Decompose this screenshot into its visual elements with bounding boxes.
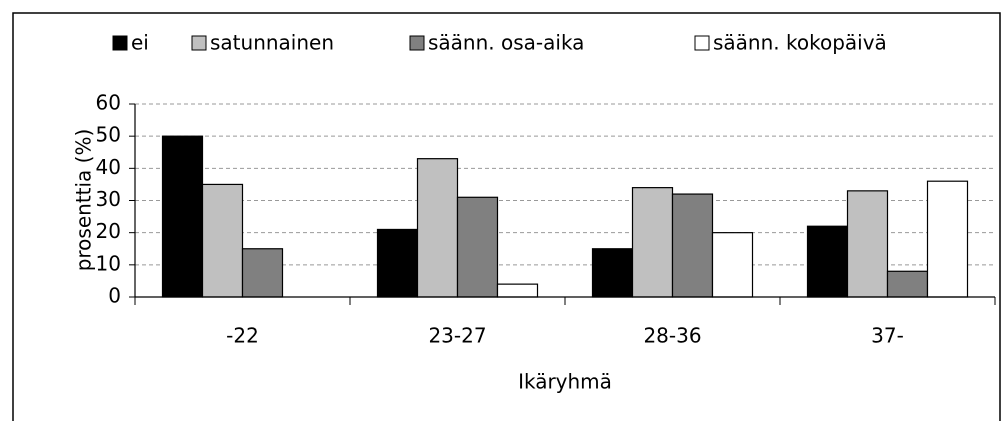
x-axis-label: Ikäryhmä	[518, 370, 612, 394]
legend-label: satunnainen	[210, 31, 334, 55]
y-tick-label: 20	[96, 219, 121, 243]
bar	[671, 193, 714, 298]
legend-swatch	[694, 35, 710, 51]
legend-label: ei	[131, 31, 149, 55]
y-axis-label: prosenttia (%)	[72, 129, 96, 272]
y-tick-label: 60	[96, 91, 121, 115]
bar	[376, 228, 419, 298]
bar	[846, 190, 889, 298]
bar	[806, 225, 849, 298]
x-tick-label: -22	[226, 324, 259, 348]
bar	[886, 270, 929, 298]
bar	[711, 232, 754, 298]
bar	[496, 283, 539, 298]
legend-swatch	[409, 35, 425, 51]
legend-swatch	[112, 35, 128, 51]
bar	[631, 187, 674, 298]
bar	[201, 183, 244, 298]
x-tick-label: 23-27	[428, 324, 486, 348]
bar	[926, 180, 969, 298]
y-tick-label: 50	[96, 123, 121, 147]
y-tick-label: 40	[96, 155, 121, 179]
bar	[591, 248, 634, 298]
bar	[161, 135, 204, 298]
y-tick-label: 0	[108, 284, 121, 308]
y-tick-label: 10	[96, 251, 121, 275]
legend-swatch	[191, 35, 207, 51]
bar	[456, 196, 499, 298]
bar	[416, 158, 459, 298]
x-tick-label: 37-	[871, 324, 904, 348]
bar	[241, 248, 284, 298]
legend-label: säänn. kokopäivä	[713, 31, 887, 55]
legend-label: säänn. osa-aika	[428, 31, 584, 55]
x-tick-label: 28-36	[643, 324, 701, 348]
y-tick-label: 30	[96, 187, 121, 211]
